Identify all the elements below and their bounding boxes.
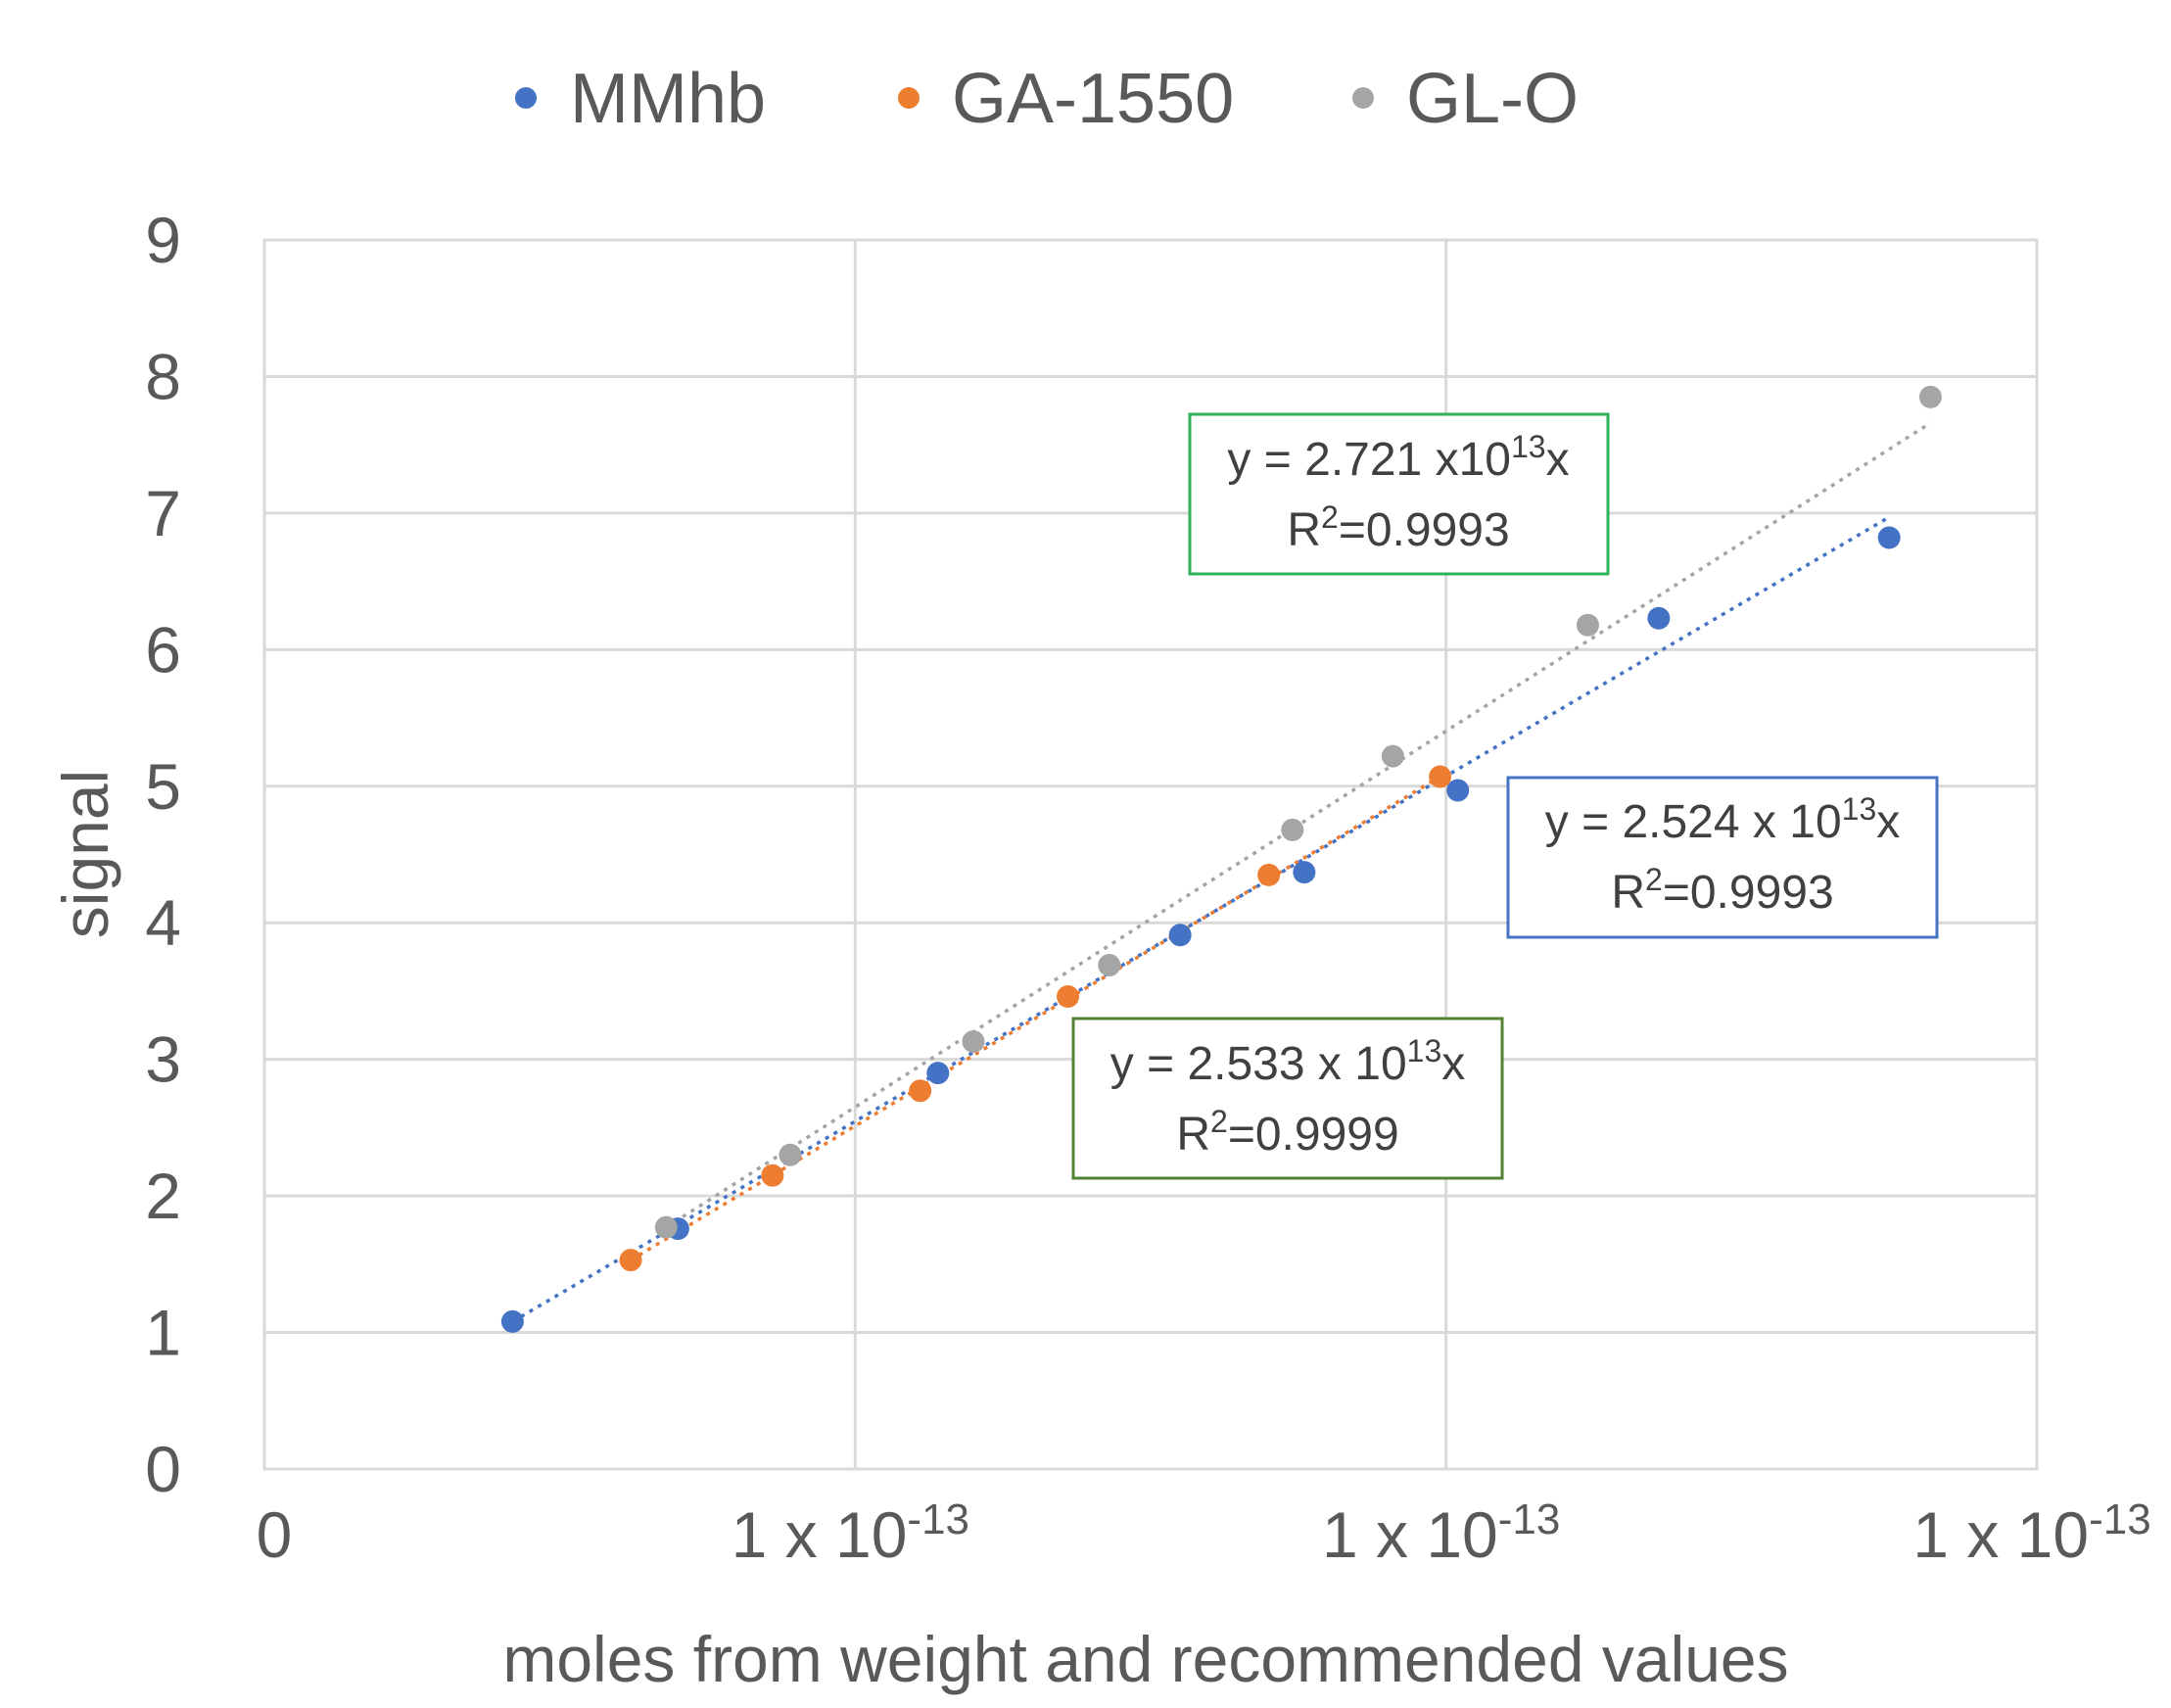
point-ga-1550-1 <box>619 1249 642 1272</box>
x-tick-label-2: 1 x 10-13 <box>1322 1495 1560 1572</box>
point-gl-o-5 <box>1281 818 1304 841</box>
y-tick-label-7: 7 <box>145 477 181 549</box>
point-mmhb-7 <box>1647 606 1671 630</box>
equation-box-ga-1550: y = 2.533 x 1013x R2=0.9999 <box>1071 1017 1504 1180</box>
equation-mmhb-line1: y = 2.524 x 1013x <box>1545 791 1900 848</box>
y-tick-label-2: 2 <box>145 1160 181 1232</box>
equation-box-gl-o-border <box>1188 412 1610 576</box>
point-mmhb-3 <box>926 1062 950 1085</box>
equation-box-mmhb: y = 2.524 x 1013x R2=0.9993 <box>1506 776 1939 939</box>
x-tick-label-1: 1 x 10-13 <box>732 1495 969 1572</box>
equation-mmhb-line2: R2=0.9993 <box>1611 862 1833 919</box>
point-mmhb-6 <box>1446 779 1470 802</box>
x-axis-ticks: 0 1 x 10-13 1 x 10-13 1 x 10-13 <box>257 1495 2151 1572</box>
data-points <box>500 385 1942 1333</box>
point-gl-o-4 <box>1098 953 1121 976</box>
equation-box-gl-o: y = 2.721 x1013x R2=0.9993 <box>1188 412 1610 576</box>
equation-ga-1550-line2: R2=0.9999 <box>1176 1104 1398 1161</box>
gridlines <box>264 238 2039 1469</box>
equation-box-mmhb-border <box>1506 776 1939 939</box>
point-gl-o-3 <box>962 1030 985 1054</box>
y-tick-label-8: 8 <box>145 340 181 412</box>
point-gl-o-6 <box>1381 744 1404 768</box>
trendline-mmhb <box>511 515 1891 1323</box>
y-tick-label-4: 4 <box>145 886 181 959</box>
point-ga-1550-4 <box>1057 985 1080 1009</box>
point-ga-1550-2 <box>761 1163 784 1187</box>
point-mmhb-4 <box>1168 924 1192 947</box>
legend: MMhb GA-1550 GL-O <box>515 60 1579 138</box>
point-gl-o-8 <box>1918 385 1942 408</box>
legend-marker-mmhb <box>515 87 537 109</box>
y-axis-ticks: 0 1 2 3 4 5 6 7 8 9 <box>145 204 181 1505</box>
equation-ga-1550-line1: y = 2.533 x 1013x <box>1110 1033 1465 1090</box>
legend-marker-ga-1550 <box>898 87 920 109</box>
legend-label-gl-o: GL-O <box>1406 60 1579 138</box>
legend-item-gl-o[interactable]: GL-O <box>1352 60 1579 138</box>
y-tick-label-6: 6 <box>145 613 181 686</box>
point-ga-1550-6 <box>1429 765 1452 788</box>
y-tick-label-0: 0 <box>145 1433 181 1505</box>
point-ga-1550-5 <box>1257 863 1281 886</box>
point-ga-1550-3 <box>909 1079 932 1103</box>
legend-item-ga-1550[interactable]: GA-1550 <box>898 60 1234 138</box>
point-mmhb-5 <box>1293 861 1316 884</box>
x-tick-label-0: 0 <box>257 1498 293 1571</box>
x-axis-title: moles from weight and recommended values <box>502 1623 1788 1695</box>
equation-gl-o-line2: R2=0.9993 <box>1287 499 1509 556</box>
x-tick-label-3: 1 x 10-13 <box>1912 1495 2150 1572</box>
point-mmhb-8 <box>1877 526 1901 549</box>
legend-label-mmhb: MMhb <box>570 60 766 138</box>
y-axis-title: signal <box>49 770 121 938</box>
y-tick-label-9: 9 <box>145 204 181 276</box>
legend-label-ga-1550: GA-1550 <box>952 60 1234 138</box>
point-mmhb-1 <box>500 1309 524 1333</box>
y-tick-label-3: 3 <box>145 1023 181 1096</box>
point-gl-o-1 <box>654 1215 678 1239</box>
equation-box-ga-1550-border <box>1071 1017 1504 1180</box>
legend-marker-gl-o <box>1352 87 1374 109</box>
y-tick-label-1: 1 <box>145 1297 181 1369</box>
point-gl-o-2 <box>779 1143 802 1166</box>
y-tick-label-5: 5 <box>145 750 181 823</box>
point-gl-o-7 <box>1576 613 1599 637</box>
legend-item-mmhb[interactable]: MMhb <box>515 60 766 138</box>
equation-gl-o-line1: y = 2.721 x1013x <box>1227 429 1569 486</box>
